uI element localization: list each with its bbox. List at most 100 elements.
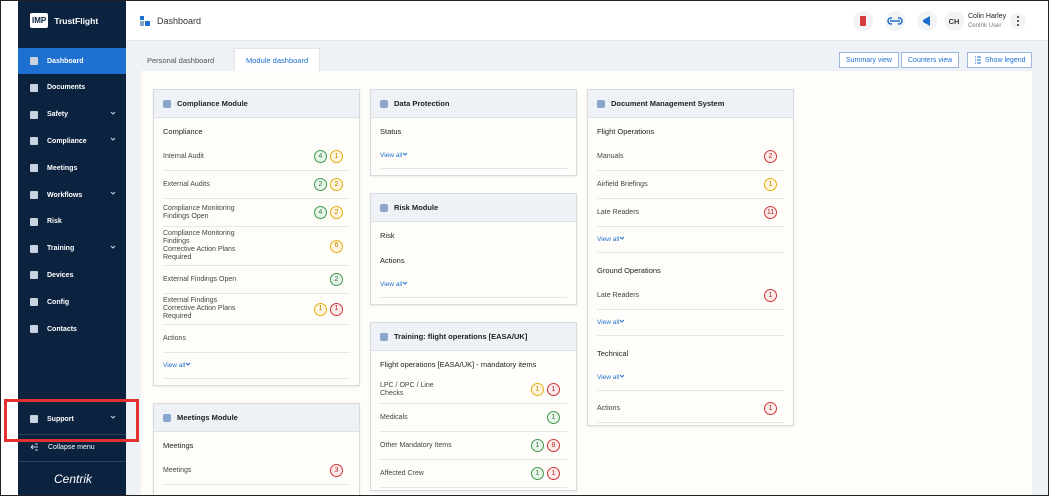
- badge[interactable]: 1: [764, 402, 777, 415]
- badges: 1: [764, 289, 777, 302]
- nav-item[interactable]: Compliance: [18, 128, 126, 154]
- badge[interactable]: 1: [547, 467, 560, 480]
- view-all[interactable]: View all: [163, 353, 350, 379]
- card-title: Meetings Module: [177, 413, 238, 422]
- badge[interactable]: 1: [547, 383, 560, 396]
- view-all[interactable]: View all: [380, 272, 567, 298]
- dashboard-icon: [140, 16, 150, 26]
- badge[interactable]: 1: [547, 411, 560, 424]
- row: Actions: [163, 325, 350, 353]
- view-all[interactable]: View all: [597, 365, 784, 391]
- card-body: Compliance Internal Audit 4 1 External Audit…: [154, 118, 359, 385]
- sidebar: IMP TrustFlight Support Collapse menu Ce…: [18, 1, 126, 495]
- badges: 11: [764, 206, 777, 219]
- row-label: External Audits: [163, 180, 210, 188]
- badge[interactable]: 6: [330, 239, 343, 253]
- badge[interactable]: 1: [764, 178, 777, 191]
- chevron: [110, 110, 116, 118]
- view-all[interactable]: View all: [380, 143, 567, 169]
- badge[interactable]: 2: [764, 150, 777, 163]
- nav-item[interactable]: Safety: [18, 102, 126, 128]
- badge[interactable]: 1: [764, 289, 777, 302]
- support[interactable]: Support: [18, 406, 126, 432]
- row-label: Other Mandatory Items: [380, 441, 452, 449]
- card: Document Management System Flight Operati…: [587, 89, 794, 426]
- nav-item[interactable]: Config: [18, 289, 126, 315]
- badge[interactable]: 1: [531, 439, 544, 452]
- row: External Audits 2 2: [163, 171, 350, 199]
- badge[interactable]: 1: [531, 467, 544, 480]
- button[interactable]: Summary view: [839, 52, 899, 68]
- badge[interactable]: 1: [314, 302, 327, 316]
- row-label: Manuals: [597, 152, 624, 160]
- avatar[interactable]: CH: [944, 11, 964, 31]
- nav-item[interactable]: Devices: [18, 262, 126, 288]
- user-role: Centrik User: [968, 23, 1002, 29]
- card: Data Protection Status View all: [370, 89, 577, 176]
- row: Internal Audit 4 1: [163, 143, 350, 171]
- nav-item[interactable]: Meetings: [18, 155, 126, 181]
- nav-item[interactable]: Workflows: [18, 182, 126, 208]
- card-icon: [380, 203, 388, 212]
- badges: 1: [547, 411, 560, 424]
- nav-item[interactable]: Training: [18, 236, 126, 262]
- separator: [18, 434, 126, 435]
- badge[interactable]: 2: [330, 206, 343, 219]
- card-icon: [163, 99, 171, 108]
- badge[interactable]: 2: [314, 178, 327, 191]
- row-label: Actions: [597, 404, 620, 412]
- nav-icon: [30, 83, 38, 92]
- row-label: Affected Crew: [380, 469, 424, 477]
- card-icon: [380, 99, 388, 108]
- badge[interactable]: 2: [330, 178, 343, 191]
- row-label: LPC / OPC / Line Checks: [380, 381, 434, 397]
- tab[interactable]: Module dashboard: [234, 48, 321, 72]
- top-bar: Dashboard CH Colin Harley Centrik User: [126, 1, 1048, 41]
- chevron: [185, 362, 191, 369]
- nav-item[interactable]: Documents: [18, 75, 126, 101]
- collapse-menu[interactable]: Collapse menu: [18, 434, 126, 460]
- row-label: Meeting Actions: [163, 495, 212, 496]
- nav-item[interactable]: Risk: [18, 209, 126, 235]
- row-label: Late Readers: [597, 291, 640, 299]
- badge[interactable]: 11: [764, 206, 777, 219]
- brand: TrustFlight: [54, 15, 99, 26]
- badge[interactable]: 1: [531, 383, 544, 396]
- card-header: Document Management System: [588, 90, 793, 118]
- notifications[interactable]: [853, 11, 873, 31]
- card-title: Risk Module: [394, 203, 439, 212]
- announcements[interactable]: [917, 11, 937, 31]
- row-label: Late Readers: [597, 208, 640, 216]
- badge[interactable]: 4: [314, 150, 327, 163]
- button[interactable]: Counters view: [901, 52, 960, 68]
- view-all[interactable]: View all: [597, 310, 784, 336]
- badge[interactable]: 4: [314, 206, 327, 219]
- row-label: External Findings Open: [163, 275, 237, 283]
- card-body: Status View all: [371, 118, 576, 175]
- links[interactable]: [885, 11, 905, 31]
- footer-brand: Centrik: [54, 472, 93, 486]
- card: Meetings Module Meetings Meetings 3 Meeting …: [153, 403, 360, 496]
- chevron: [402, 152, 408, 159]
- nav-item[interactable]: Dashboard: [18, 48, 126, 74]
- view-all[interactable]: View all: [597, 227, 784, 253]
- badge[interactable]: 3: [330, 464, 343, 477]
- badge[interactable]: 1: [330, 302, 343, 316]
- menu[interactable]: [1008, 13, 1028, 33]
- row: External Findings Corrective Action Plan…: [163, 294, 350, 325]
- page-title: Dashboard: [157, 16, 202, 26]
- nav-icon: [30, 298, 38, 307]
- badge[interactable]: 2: [330, 273, 343, 286]
- card-header: Meetings Module: [154, 404, 359, 432]
- nav-label: Meetings: [47, 164, 78, 172]
- button[interactable]: Show legend: [967, 52, 1033, 68]
- tab[interactable]: Personal dashboard: [147, 55, 215, 65]
- badge[interactable]: 8: [547, 439, 560, 452]
- badge[interactable]: 1: [330, 150, 343, 163]
- card-title: Data Protection: [394, 99, 450, 108]
- nav-item[interactable]: Contacts: [18, 316, 126, 342]
